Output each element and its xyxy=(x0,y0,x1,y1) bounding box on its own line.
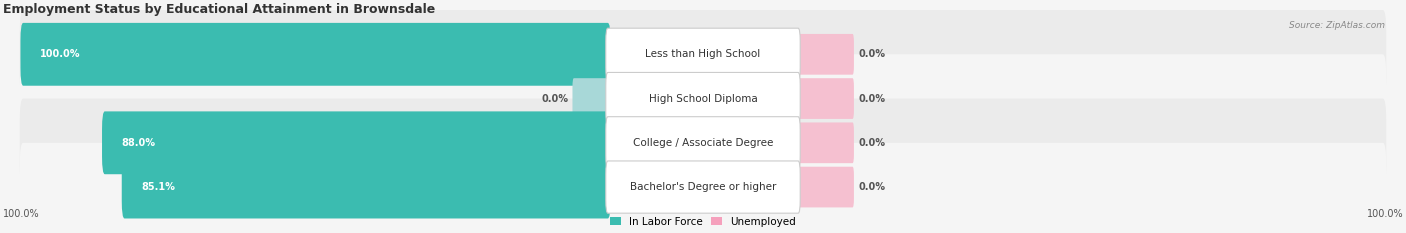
Text: 0.0%: 0.0% xyxy=(858,94,884,103)
FancyBboxPatch shape xyxy=(103,111,610,174)
FancyBboxPatch shape xyxy=(122,156,610,219)
Text: 100.0%: 100.0% xyxy=(3,209,39,219)
FancyBboxPatch shape xyxy=(606,117,800,169)
FancyBboxPatch shape xyxy=(606,72,800,125)
Text: 100.0%: 100.0% xyxy=(1367,209,1403,219)
FancyBboxPatch shape xyxy=(21,23,610,86)
Text: Bachelor's Degree or higher: Bachelor's Degree or higher xyxy=(630,182,776,192)
Text: 0.0%: 0.0% xyxy=(858,182,884,192)
Legend: In Labor Force, Unemployed: In Labor Force, Unemployed xyxy=(606,213,800,231)
FancyBboxPatch shape xyxy=(20,99,1386,187)
FancyBboxPatch shape xyxy=(20,10,1386,99)
Text: 0.0%: 0.0% xyxy=(858,49,884,59)
Text: College / Associate Degree: College / Associate Degree xyxy=(633,138,773,148)
FancyBboxPatch shape xyxy=(797,34,853,75)
Text: High School Diploma: High School Diploma xyxy=(648,94,758,103)
Text: 88.0%: 88.0% xyxy=(122,138,156,148)
Text: 0.0%: 0.0% xyxy=(541,94,568,103)
Text: Employment Status by Educational Attainment in Brownsdale: Employment Status by Educational Attainm… xyxy=(3,3,434,16)
FancyBboxPatch shape xyxy=(797,78,853,119)
FancyBboxPatch shape xyxy=(20,54,1386,143)
FancyBboxPatch shape xyxy=(797,167,853,207)
Text: 100.0%: 100.0% xyxy=(41,49,80,59)
Text: 85.1%: 85.1% xyxy=(142,182,176,192)
FancyBboxPatch shape xyxy=(606,161,800,213)
FancyBboxPatch shape xyxy=(797,123,853,163)
FancyBboxPatch shape xyxy=(572,78,609,119)
Text: 0.0%: 0.0% xyxy=(858,138,884,148)
FancyBboxPatch shape xyxy=(606,28,800,80)
FancyBboxPatch shape xyxy=(20,143,1386,231)
Text: Source: ZipAtlas.com: Source: ZipAtlas.com xyxy=(1289,21,1385,30)
Text: Less than High School: Less than High School xyxy=(645,49,761,59)
